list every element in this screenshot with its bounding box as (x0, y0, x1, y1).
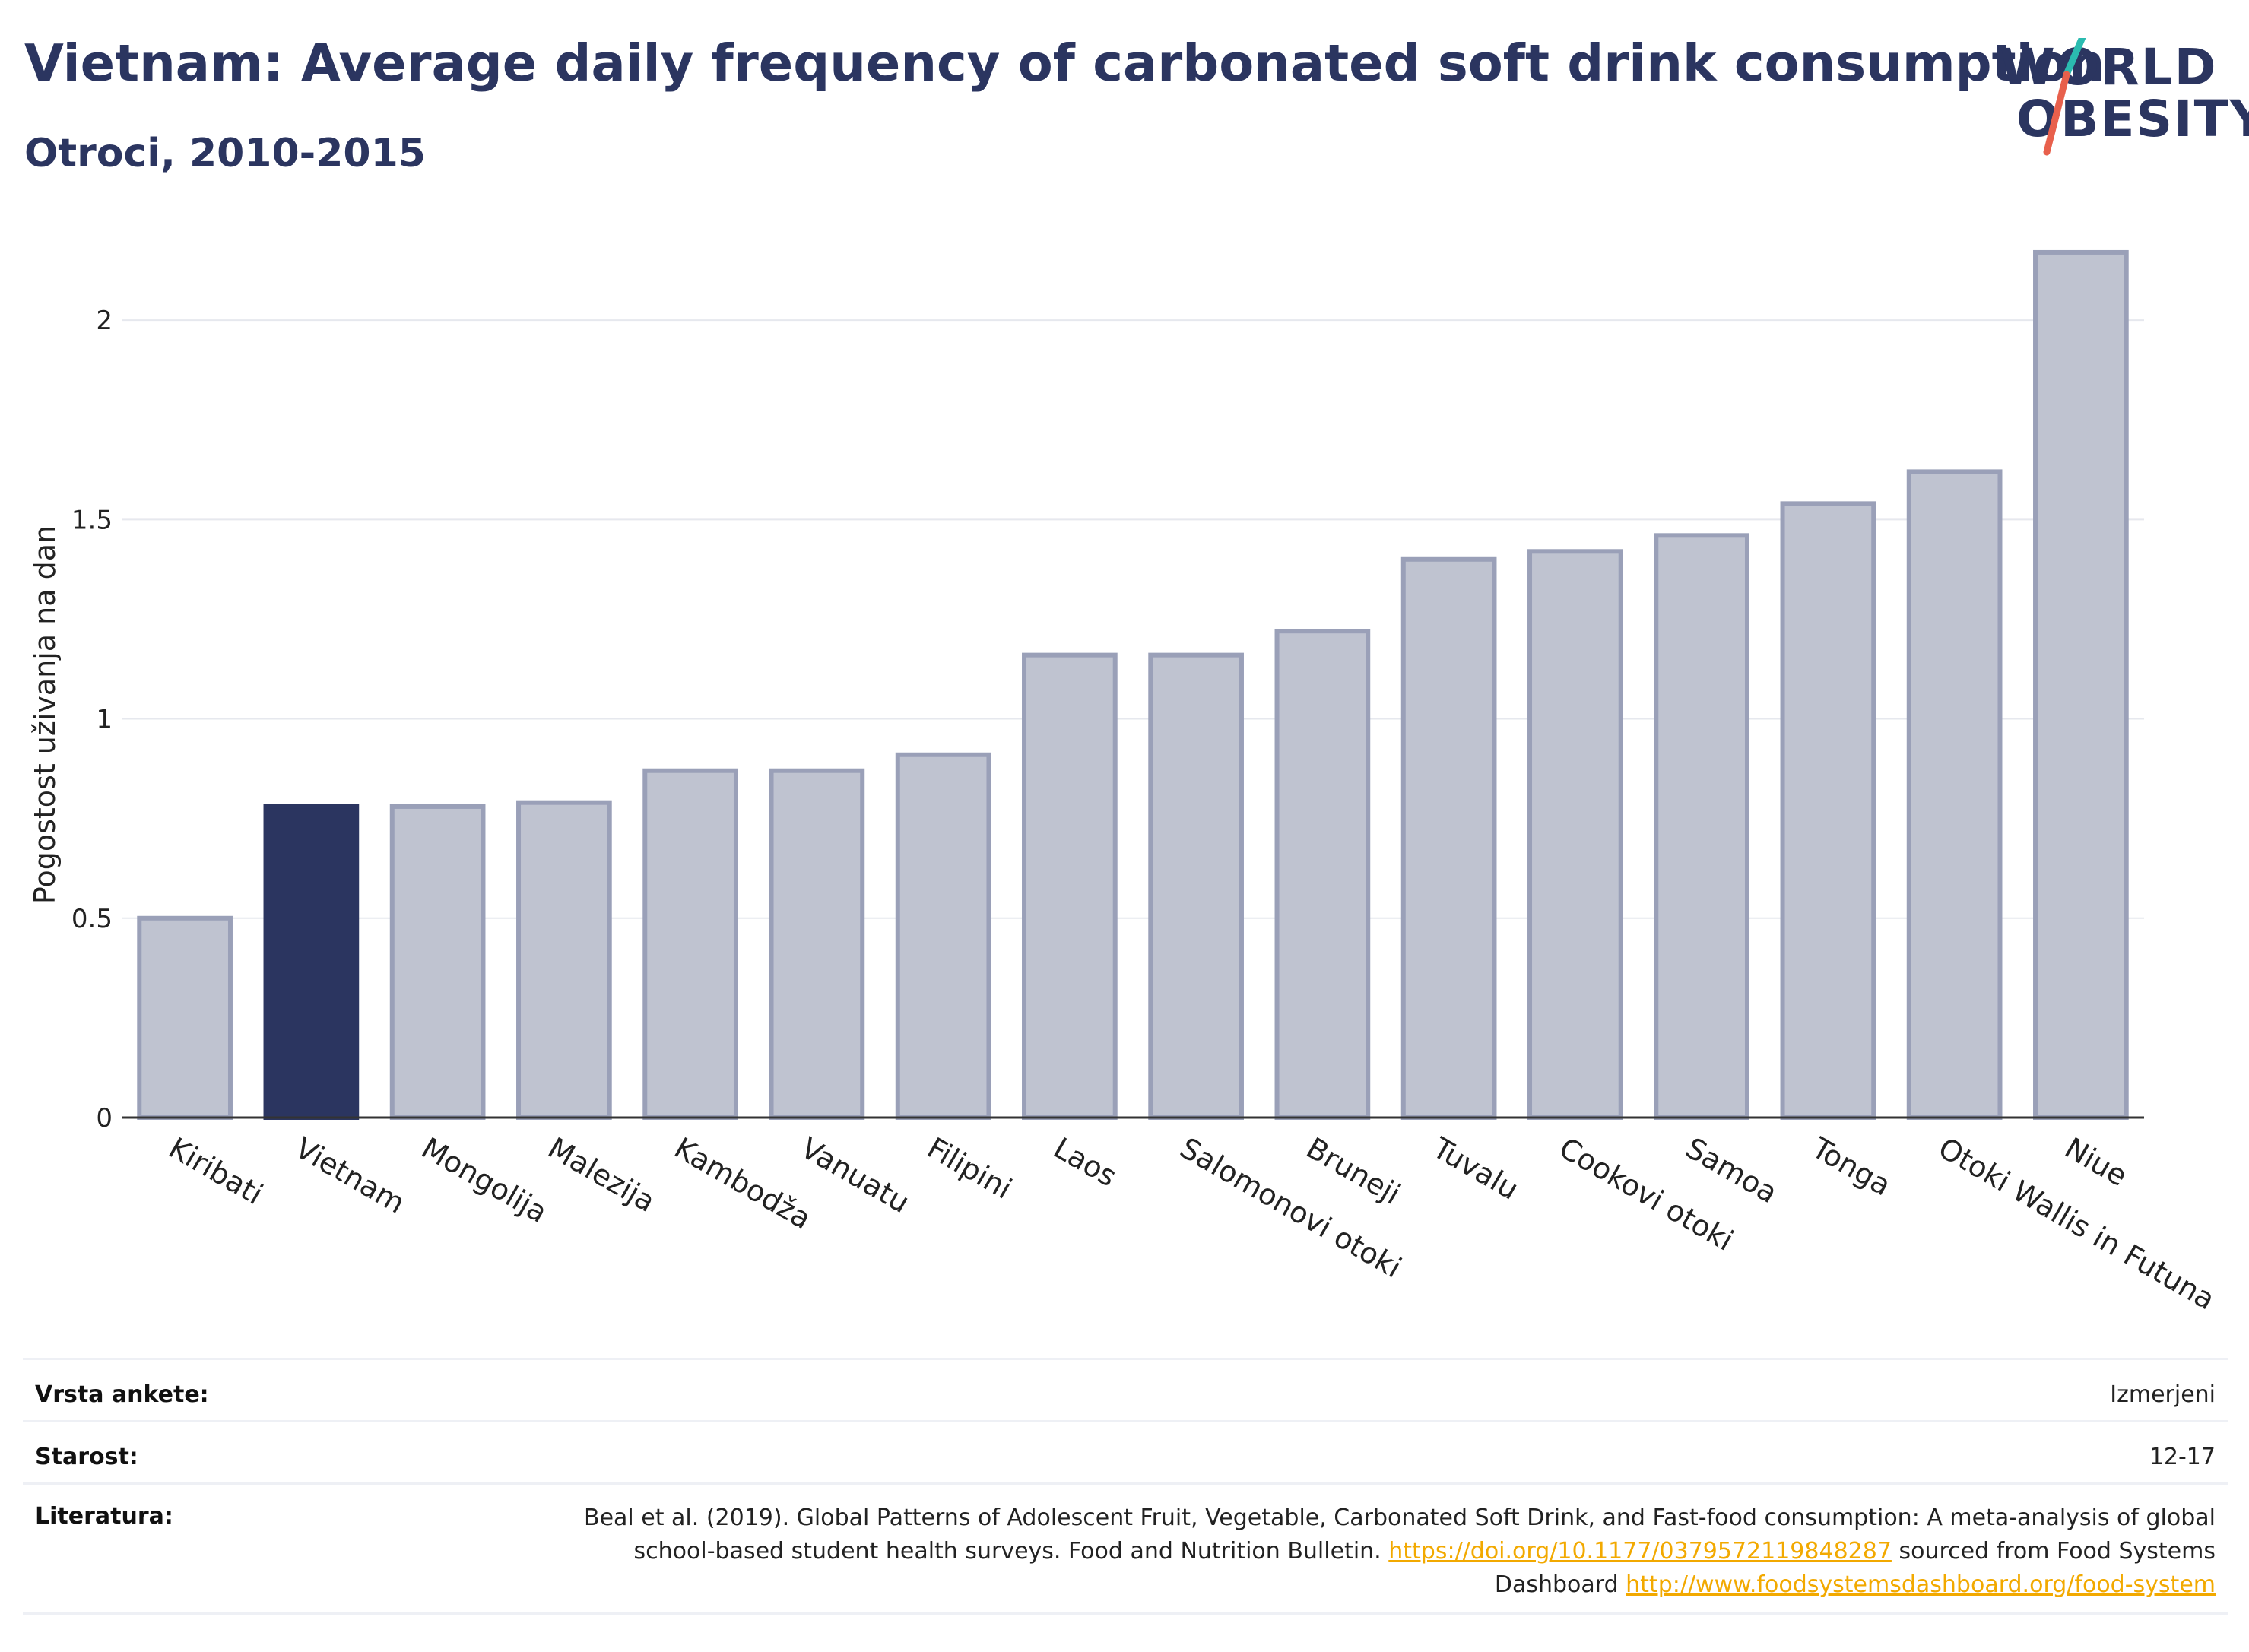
logo-text-world: WORLD (2000, 38, 2218, 97)
bar-vanuatu (769, 768, 865, 1120)
chart-subtitle: Otroci, 2010-2015 (24, 131, 426, 176)
bar-filipini (895, 752, 991, 1120)
literature-text: Beal et al. (2019). Global Patterns of A… (543, 1501, 2216, 1602)
bar-salomonovi-otoki (1148, 652, 1244, 1120)
x-tick-label: Laos (1048, 1131, 1122, 1194)
food-systems-link[interactable]: http://www.foodsystemsdashboard.org/food… (1626, 1571, 2216, 1598)
x-tick-label: Samoa (1680, 1131, 1783, 1210)
x-tick-label: Niue (2059, 1131, 2133, 1193)
y-tick-label: 1 (96, 705, 113, 735)
bar-cookovi-otoki (1527, 549, 1623, 1120)
x-tick-label: Mongolija (416, 1131, 553, 1229)
literature-source: sourced from Food Systems Dashboard (1494, 1538, 2216, 1598)
bar-chart: 0 0.5 1 1.5 2 Kiribati Vietnam MongolijaMalezi… (28, 249, 2221, 1317)
doi-link[interactable]: https://doi.org/10.1177/0379572119848287 (1388, 1538, 1892, 1565)
x-tick-label: Kambodža (669, 1131, 817, 1236)
y-tick-label: 1.5 (71, 505, 113, 535)
logo-slash-icon (2043, 38, 2086, 156)
survey-type-value: Izmerjeni (2110, 1381, 2216, 1408)
age-value: 12-17 (2149, 1444, 2216, 1470)
literature-label: Literatura: (35, 1503, 173, 1530)
meta-row-literature: Literatura: Beal et al. (2019). Global P… (23, 1482, 2228, 1615)
meta-row-survey: Vrsta ankete: Izmerjeni (23, 1358, 2228, 1421)
x-tick-label: Bruneji (1301, 1131, 1406, 1211)
x-tick-label: Vietnam (290, 1131, 411, 1220)
bar-kiribati (137, 915, 233, 1121)
y-tick-label: 0 (96, 1103, 113, 1134)
bar-malezija (516, 800, 612, 1120)
survey-type-label: Vrsta ankete: (35, 1381, 209, 1408)
x-tick-label: Malezija (542, 1131, 661, 1219)
bar-niue (2033, 249, 2129, 1120)
age-label: Starost: (35, 1444, 138, 1470)
x-tick-label: Tuvalu (1426, 1130, 1524, 1206)
x-tick-label: Tonga (1806, 1130, 1896, 1202)
chart-title: Vietnam: Average daily frequency of carb… (24, 33, 2105, 93)
bar-laos (1022, 652, 1118, 1120)
literature-citation: Beal et al. (2019). Global Patterns of A… (583, 1505, 2216, 1565)
bar-tuvalu (1400, 556, 1497, 1120)
y-tick-label: 0.5 (71, 904, 113, 934)
x-tick-label: Filipini (921, 1131, 1017, 1206)
world-obesity-logo: WORLD OBESITY (1977, 38, 2249, 167)
bars (137, 249, 2129, 1121)
y-tick-label: 2 (96, 306, 113, 336)
y-axis-ticks: 0 0.5 1 1.5 2 (71, 306, 113, 1134)
bar-samoa (1654, 533, 1749, 1120)
bar-vietnam (263, 804, 360, 1121)
x-tick-label: Salomonovi otoki (1175, 1131, 1407, 1285)
bar-mongolija (389, 804, 486, 1121)
y-axis-label: Pogostost uživanja na dan (28, 525, 62, 904)
bar-kambod-a (642, 768, 738, 1120)
bar-otoki-wallis-in-futuna (1906, 469, 2003, 1120)
bar-bruneji (1274, 629, 1371, 1120)
meta-row-age: Starost: 12-17 (23, 1420, 2228, 1483)
x-tick-label: Kiribati (163, 1131, 269, 1211)
bar-tonga (1780, 501, 1876, 1120)
